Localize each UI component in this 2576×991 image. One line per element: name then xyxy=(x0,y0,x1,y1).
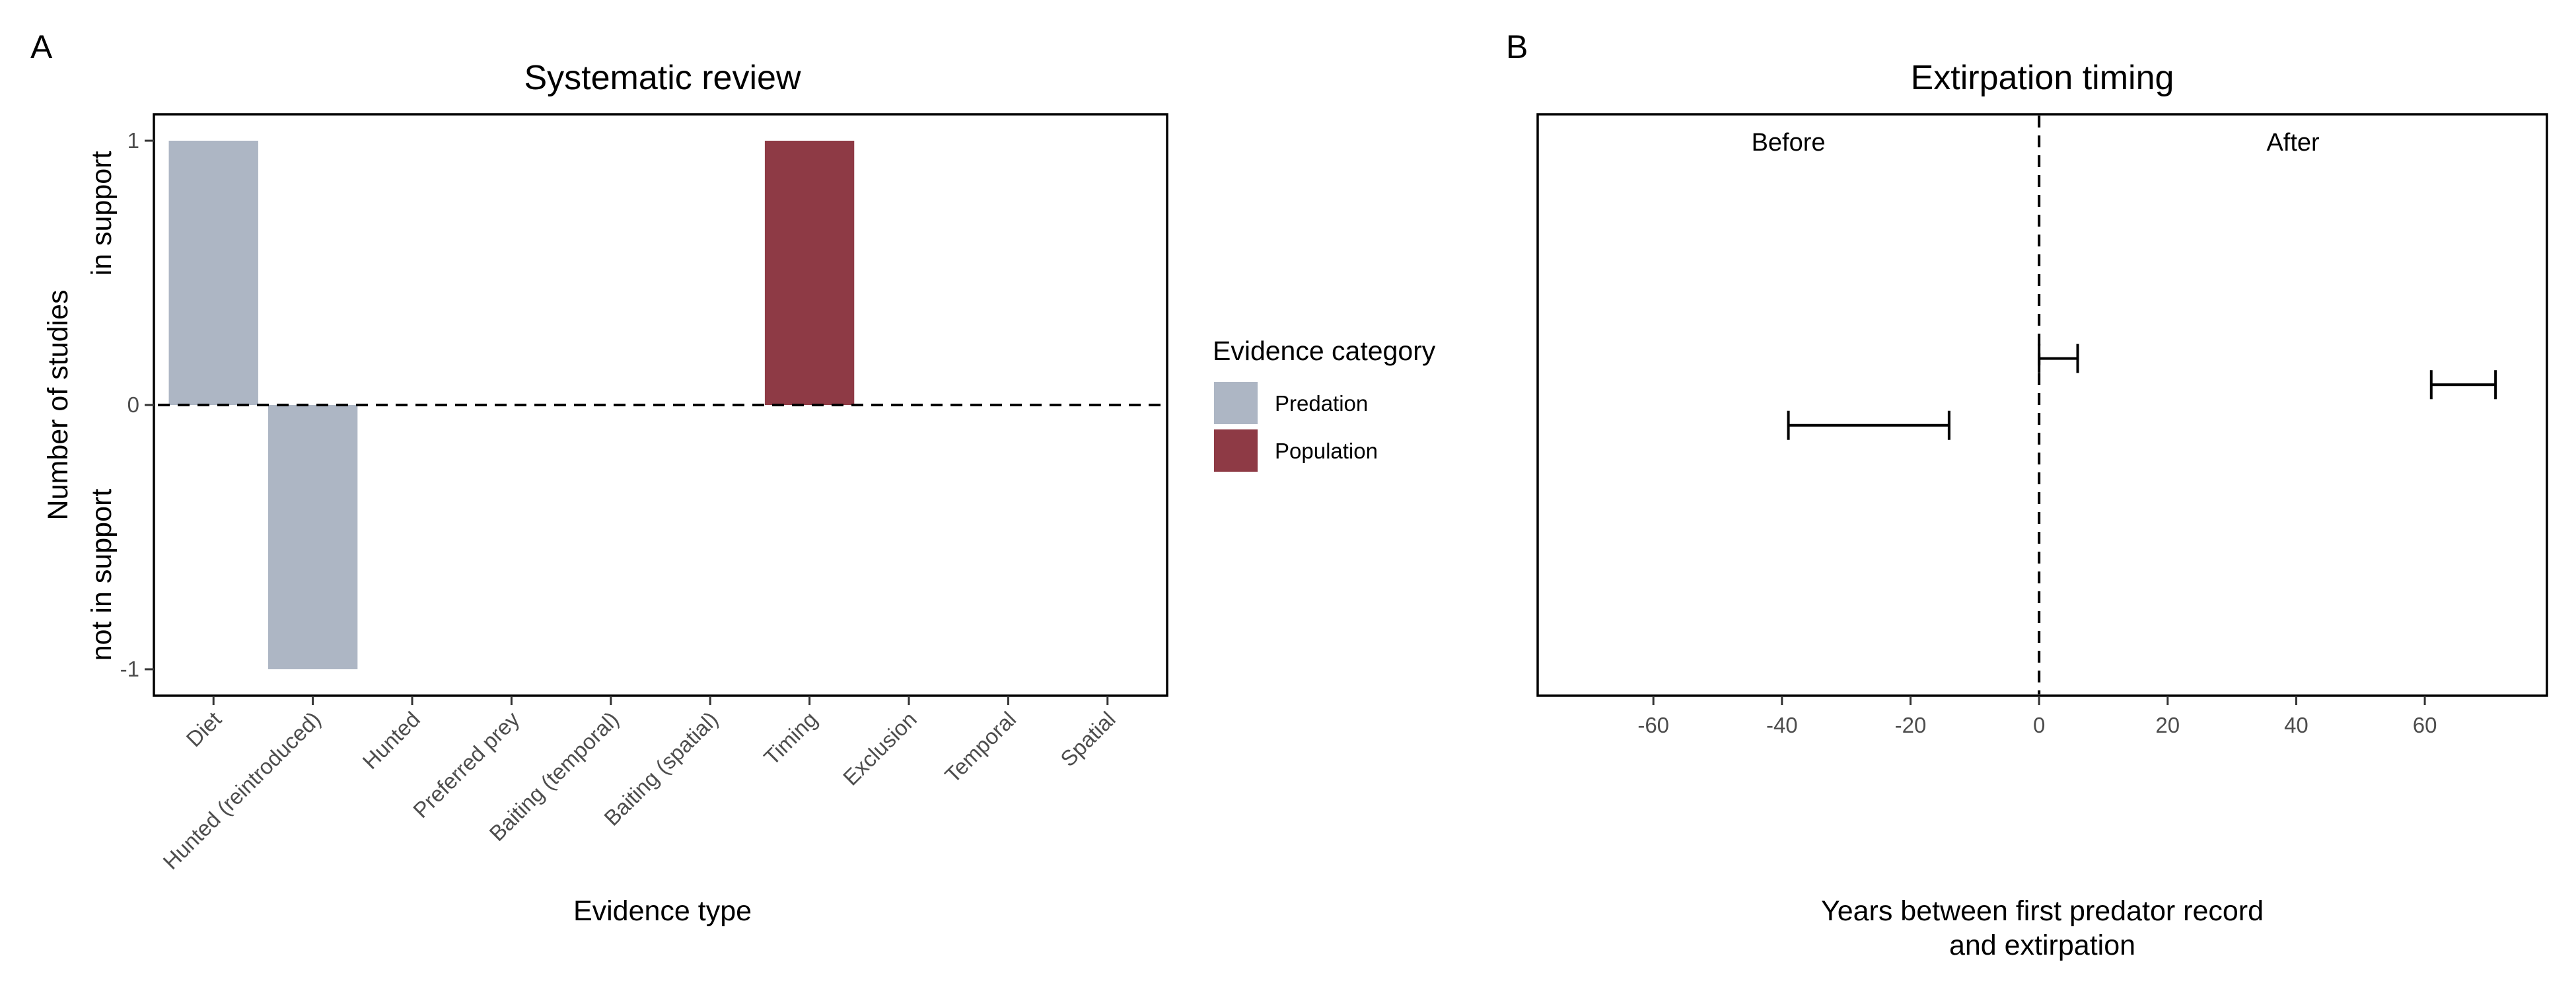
panel-a-y-subtitle-negative: not in support xyxy=(86,489,118,661)
legend-label-population: Population xyxy=(1275,439,1378,463)
x-tick-label: 60 xyxy=(2413,713,2437,737)
legend: Evidence category Predation Population xyxy=(1213,336,1436,472)
panel-a-y-title: Number of studies xyxy=(42,290,74,521)
panel-a-x-title: Evidence type xyxy=(573,895,752,927)
panel-b-x-axis: -60 -40 -20 0 20 40 60 xyxy=(1637,696,2437,737)
label-after: After xyxy=(2266,129,2320,157)
panel-b-intervals xyxy=(1787,344,2497,440)
x-tick-label: -60 xyxy=(1637,713,1669,737)
label-before: Before xyxy=(1752,129,1826,157)
bar-predation-diet xyxy=(168,141,258,405)
panel-b-title: Extirpation timing xyxy=(1911,59,2174,97)
legend-swatch-population xyxy=(1214,429,1258,472)
x-tick-label: -40 xyxy=(1766,713,1798,737)
legend-swatch-predation xyxy=(1214,382,1258,424)
x-tick-label: 40 xyxy=(2284,713,2308,737)
panel-a-y-axis: -1 0 1 xyxy=(120,128,154,681)
panel-b: B Extirpation timing Before After -60 -40… xyxy=(1506,28,2548,961)
y-tick-label: -1 xyxy=(120,657,139,681)
legend-title: Evidence category xyxy=(1213,336,1436,366)
panel-a-letter: A xyxy=(30,28,53,65)
interval-2 xyxy=(2429,370,2497,400)
bar-predation-hunted-reintroduced xyxy=(268,405,358,669)
bar-population-timing xyxy=(764,141,855,405)
interval-3 xyxy=(1787,410,1950,440)
panel-b-x-title-line1: Years between first predator record xyxy=(1821,895,2264,927)
y-tick-label: 0 xyxy=(127,392,139,417)
panel-a-y-subtitle-positive: in support xyxy=(86,151,118,276)
panel-b-letter: B xyxy=(1506,28,1528,65)
legend-label-predation: Predation xyxy=(1275,391,1368,416)
x-tick-label: -20 xyxy=(1895,713,1927,737)
interval-1 xyxy=(2038,344,2079,373)
panel-a-bars xyxy=(168,141,855,669)
x-tick-label: 20 xyxy=(2155,713,2180,737)
panel-b-frame xyxy=(1536,113,2548,697)
panel-a-title: Systematic review xyxy=(524,59,801,97)
y-tick-label: 1 xyxy=(127,128,139,153)
x-tick-label: 0 xyxy=(2033,713,2045,737)
panel-b-x-title-line2: and extirpation xyxy=(1949,930,2135,961)
